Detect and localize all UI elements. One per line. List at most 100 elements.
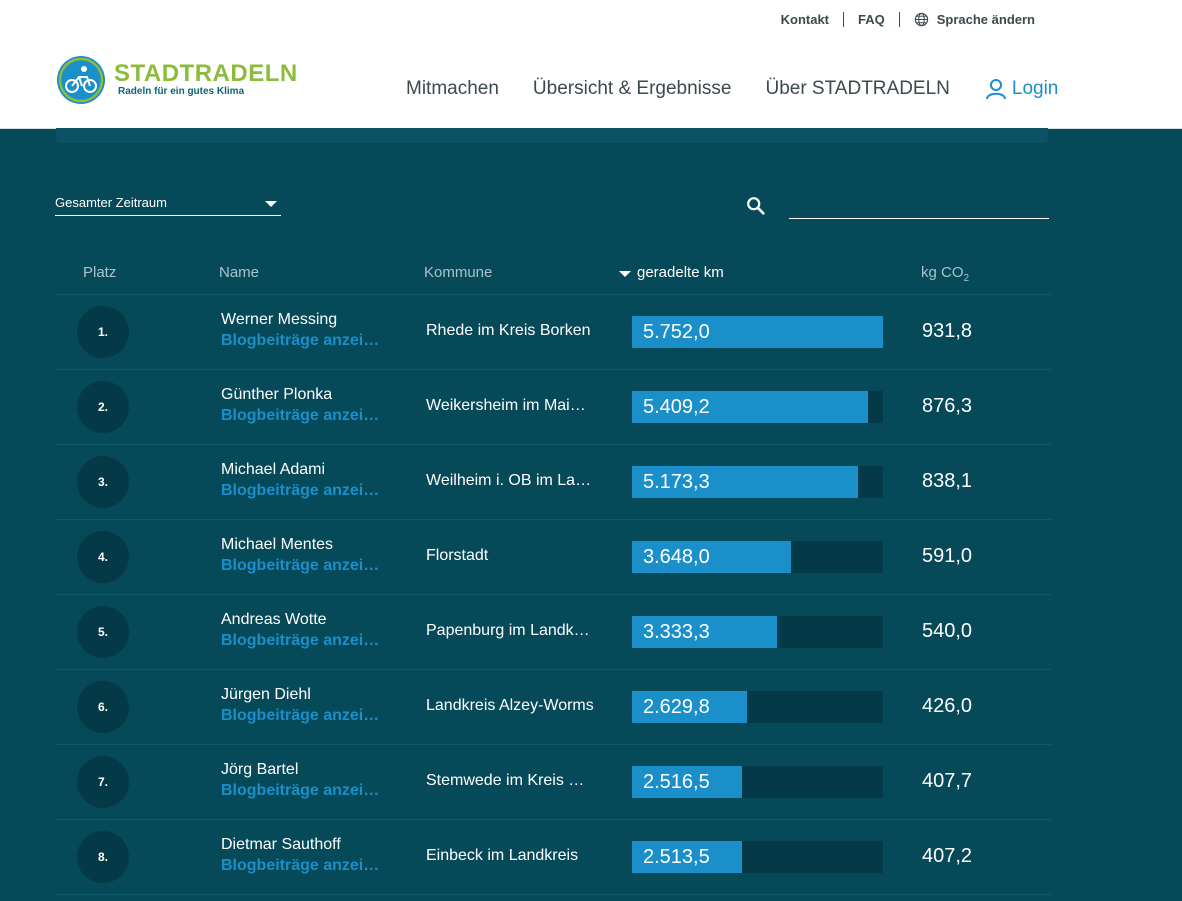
km-value: 2.516,5 — [643, 771, 710, 793]
participant-name: Dietmar Sauthoff — [221, 836, 341, 853]
km-bar: 2.513,5 — [632, 841, 883, 873]
table-row: 2. Günther Plonka Blogbeiträge anzeigen W… — [56, 370, 1051, 445]
blog-link[interactable]: Blogbeiträge anzeigen — [221, 857, 383, 874]
language-label: Sprache ändern — [936, 12, 1035, 27]
column-header-platz[interactable]: Platz — [83, 264, 117, 281]
rank-badge: 1. — [77, 306, 129, 358]
km-value: 2.629,8 — [643, 696, 710, 718]
participant-name: Michael Mentes — [221, 536, 334, 553]
rank-badge: 4. — [77, 531, 129, 583]
user-icon — [985, 79, 1006, 100]
top-utility-bar: Kontakt FAQ Sprache ändern — [781, 12, 1035, 27]
logo-subtitle: Radeln für ein gutes Klima — [118, 86, 245, 97]
table-row: 6. Jürgen Diehl Blogbeiträge anzeigen Lan… — [56, 670, 1051, 745]
km-value: 5.173,3 — [643, 471, 710, 493]
main-nav: Mitmachen Übersicht & Ergebnisse Über ST… — [406, 78, 1058, 100]
blog-link[interactable]: Blogbeiträge anzeigen — [221, 407, 383, 424]
nav-uebersicht-ergebnisse[interactable]: Übersicht & Ergebnisse — [532, 78, 732, 99]
km-bar: 3.333,3 — [632, 616, 883, 648]
participant-name: Jörg Bartel — [221, 761, 299, 778]
panel-strip — [56, 128, 1048, 143]
blog-link[interactable]: Blogbeiträge anzeigen — [221, 557, 383, 574]
km-bar: 5.409,2 — [632, 391, 883, 423]
kommune-cell: Weilheim i. OB im Landkreis — [426, 472, 594, 489]
km-bar: 5.752,0 — [632, 316, 883, 348]
km-bar-fill — [632, 391, 869, 423]
table-row: 7. Jörg Bartel Blogbeiträge anzeigen Stem… — [56, 745, 1051, 820]
km-value: 3.648,0 — [643, 546, 710, 568]
table-header: Platz Name Kommune geradelte km kg CO2 — [56, 258, 1051, 295]
km-bar: 2.516,5 — [632, 766, 883, 798]
chevron-down-icon — [265, 201, 277, 207]
column-header-kommune[interactable]: Kommune — [424, 264, 493, 281]
participant-name: Jürgen Diehl — [221, 686, 311, 703]
km-bar-fill — [632, 316, 883, 348]
participant-name: Michael Adami — [221, 461, 326, 478]
co2-value: 540,0 — [922, 620, 973, 642]
km-bar-fill — [632, 691, 747, 723]
co2-subscript: 2 — [963, 273, 970, 284]
km-bar: 2.629,8 — [632, 691, 883, 723]
table-row: 4. Michael Mentes Blogbeiträge anzeigen F… — [56, 520, 1051, 595]
language-switch[interactable]: Sprache ändern — [914, 12, 1035, 27]
search-icon[interactable] — [745, 195, 767, 217]
km-bar-fill — [632, 616, 778, 648]
column-header-name[interactable]: Name — [219, 264, 260, 281]
rank-badge: 6. — [77, 681, 129, 733]
km-bar-fill — [632, 766, 742, 798]
participant-name: Günther Plonka — [221, 386, 333, 403]
co2-value: 591,0 — [922, 545, 973, 567]
logo-title: STADTRADELN — [114, 60, 298, 87]
participant-name: Werner Messing — [221, 311, 338, 328]
km-bar: 3.648,0 — [632, 541, 883, 573]
kommune-cell: Einbeck im Landkreis — [426, 847, 579, 864]
rank-badge: 3. — [77, 456, 129, 508]
km-bar-fill — [632, 841, 742, 873]
contact-link[interactable]: Kontakt — [780, 12, 829, 27]
ranking-table-body: 1. Werner Messing Blogbeiträge anzeigen R… — [56, 295, 1051, 895]
rank-badge: 7. — [77, 756, 129, 808]
column-header-km[interactable]: geradelte km — [619, 264, 724, 281]
rank-badge: 5. — [77, 606, 129, 658]
rank-badge: 2. — [77, 381, 129, 433]
kommune-cell: Stemwede im Kreis Minden — [426, 772, 594, 789]
globe-icon — [914, 12, 928, 27]
co2-value: 407,2 — [922, 845, 973, 867]
search-input[interactable] — [789, 190, 1049, 219]
co2-value: 426,0 — [922, 695, 973, 717]
rank-badge: 8. — [77, 831, 129, 883]
blog-link[interactable]: Blogbeiträge anzeigen — [221, 482, 383, 499]
kommune-cell: Landkreis Alzey-Worms — [426, 697, 594, 714]
site-header: Kontakt FAQ Sprache ändern STADTRADELN — [0, 0, 1182, 129]
km-value: 3.333,3 — [643, 621, 710, 643]
co2-value: 876,3 — [922, 395, 973, 417]
period-value: Gesamter Zeitraum — [55, 195, 167, 210]
nav-ueber-stadtradeln[interactable]: Über STADTRADELN — [765, 78, 950, 99]
kommune-cell: Rhede im Kreis Borken — [426, 322, 591, 339]
divider — [843, 12, 844, 27]
table-row: 3. Michael Adami Blogbeiträge anzeigen We… — [56, 445, 1051, 520]
login-label: Login — [1011, 78, 1059, 99]
divider — [898, 12, 900, 27]
period-select[interactable]: Gesamter Zeitraum — [55, 193, 281, 216]
km-bar: 5.173,3 — [632, 466, 883, 498]
co2-value: 838,1 — [922, 470, 973, 492]
blog-link[interactable]: Blogbeiträge anzeigen — [221, 782, 383, 799]
table-row: 8. Dietmar Sauthoff Blogbeiträge anzeigen… — [56, 820, 1051, 895]
co2-label: kg CO — [921, 264, 964, 281]
kommune-cell: Papenburg im Landkreis — [426, 622, 594, 639]
blog-link[interactable]: Blogbeiträge anzeigen — [221, 332, 383, 349]
km-value: 5.409,2 — [643, 396, 710, 418]
kommune-cell: Weikersheim im Main-Tauber-Kreis — [426, 397, 594, 414]
sort-desc-icon — [619, 271, 631, 277]
table-row: 1. Werner Messing Blogbeiträge anzeigen R… — [56, 295, 1051, 370]
blog-link[interactable]: Blogbeiträge anzeigen — [221, 707, 383, 724]
km-bar-fill — [632, 541, 792, 573]
login-link[interactable]: Login — [985, 78, 1059, 100]
nav-mitmachen[interactable]: Mitmachen — [406, 78, 499, 99]
faq-link[interactable]: FAQ — [858, 12, 885, 27]
cyclist-logo-icon — [57, 56, 105, 104]
blog-link[interactable]: Blogbeiträge anzeigen — [221, 632, 383, 649]
column-header-co2[interactable]: kg CO2 — [921, 264, 969, 284]
logo[interactable]: STADTRADELN Radeln für ein gutes Klima — [56, 55, 298, 105]
